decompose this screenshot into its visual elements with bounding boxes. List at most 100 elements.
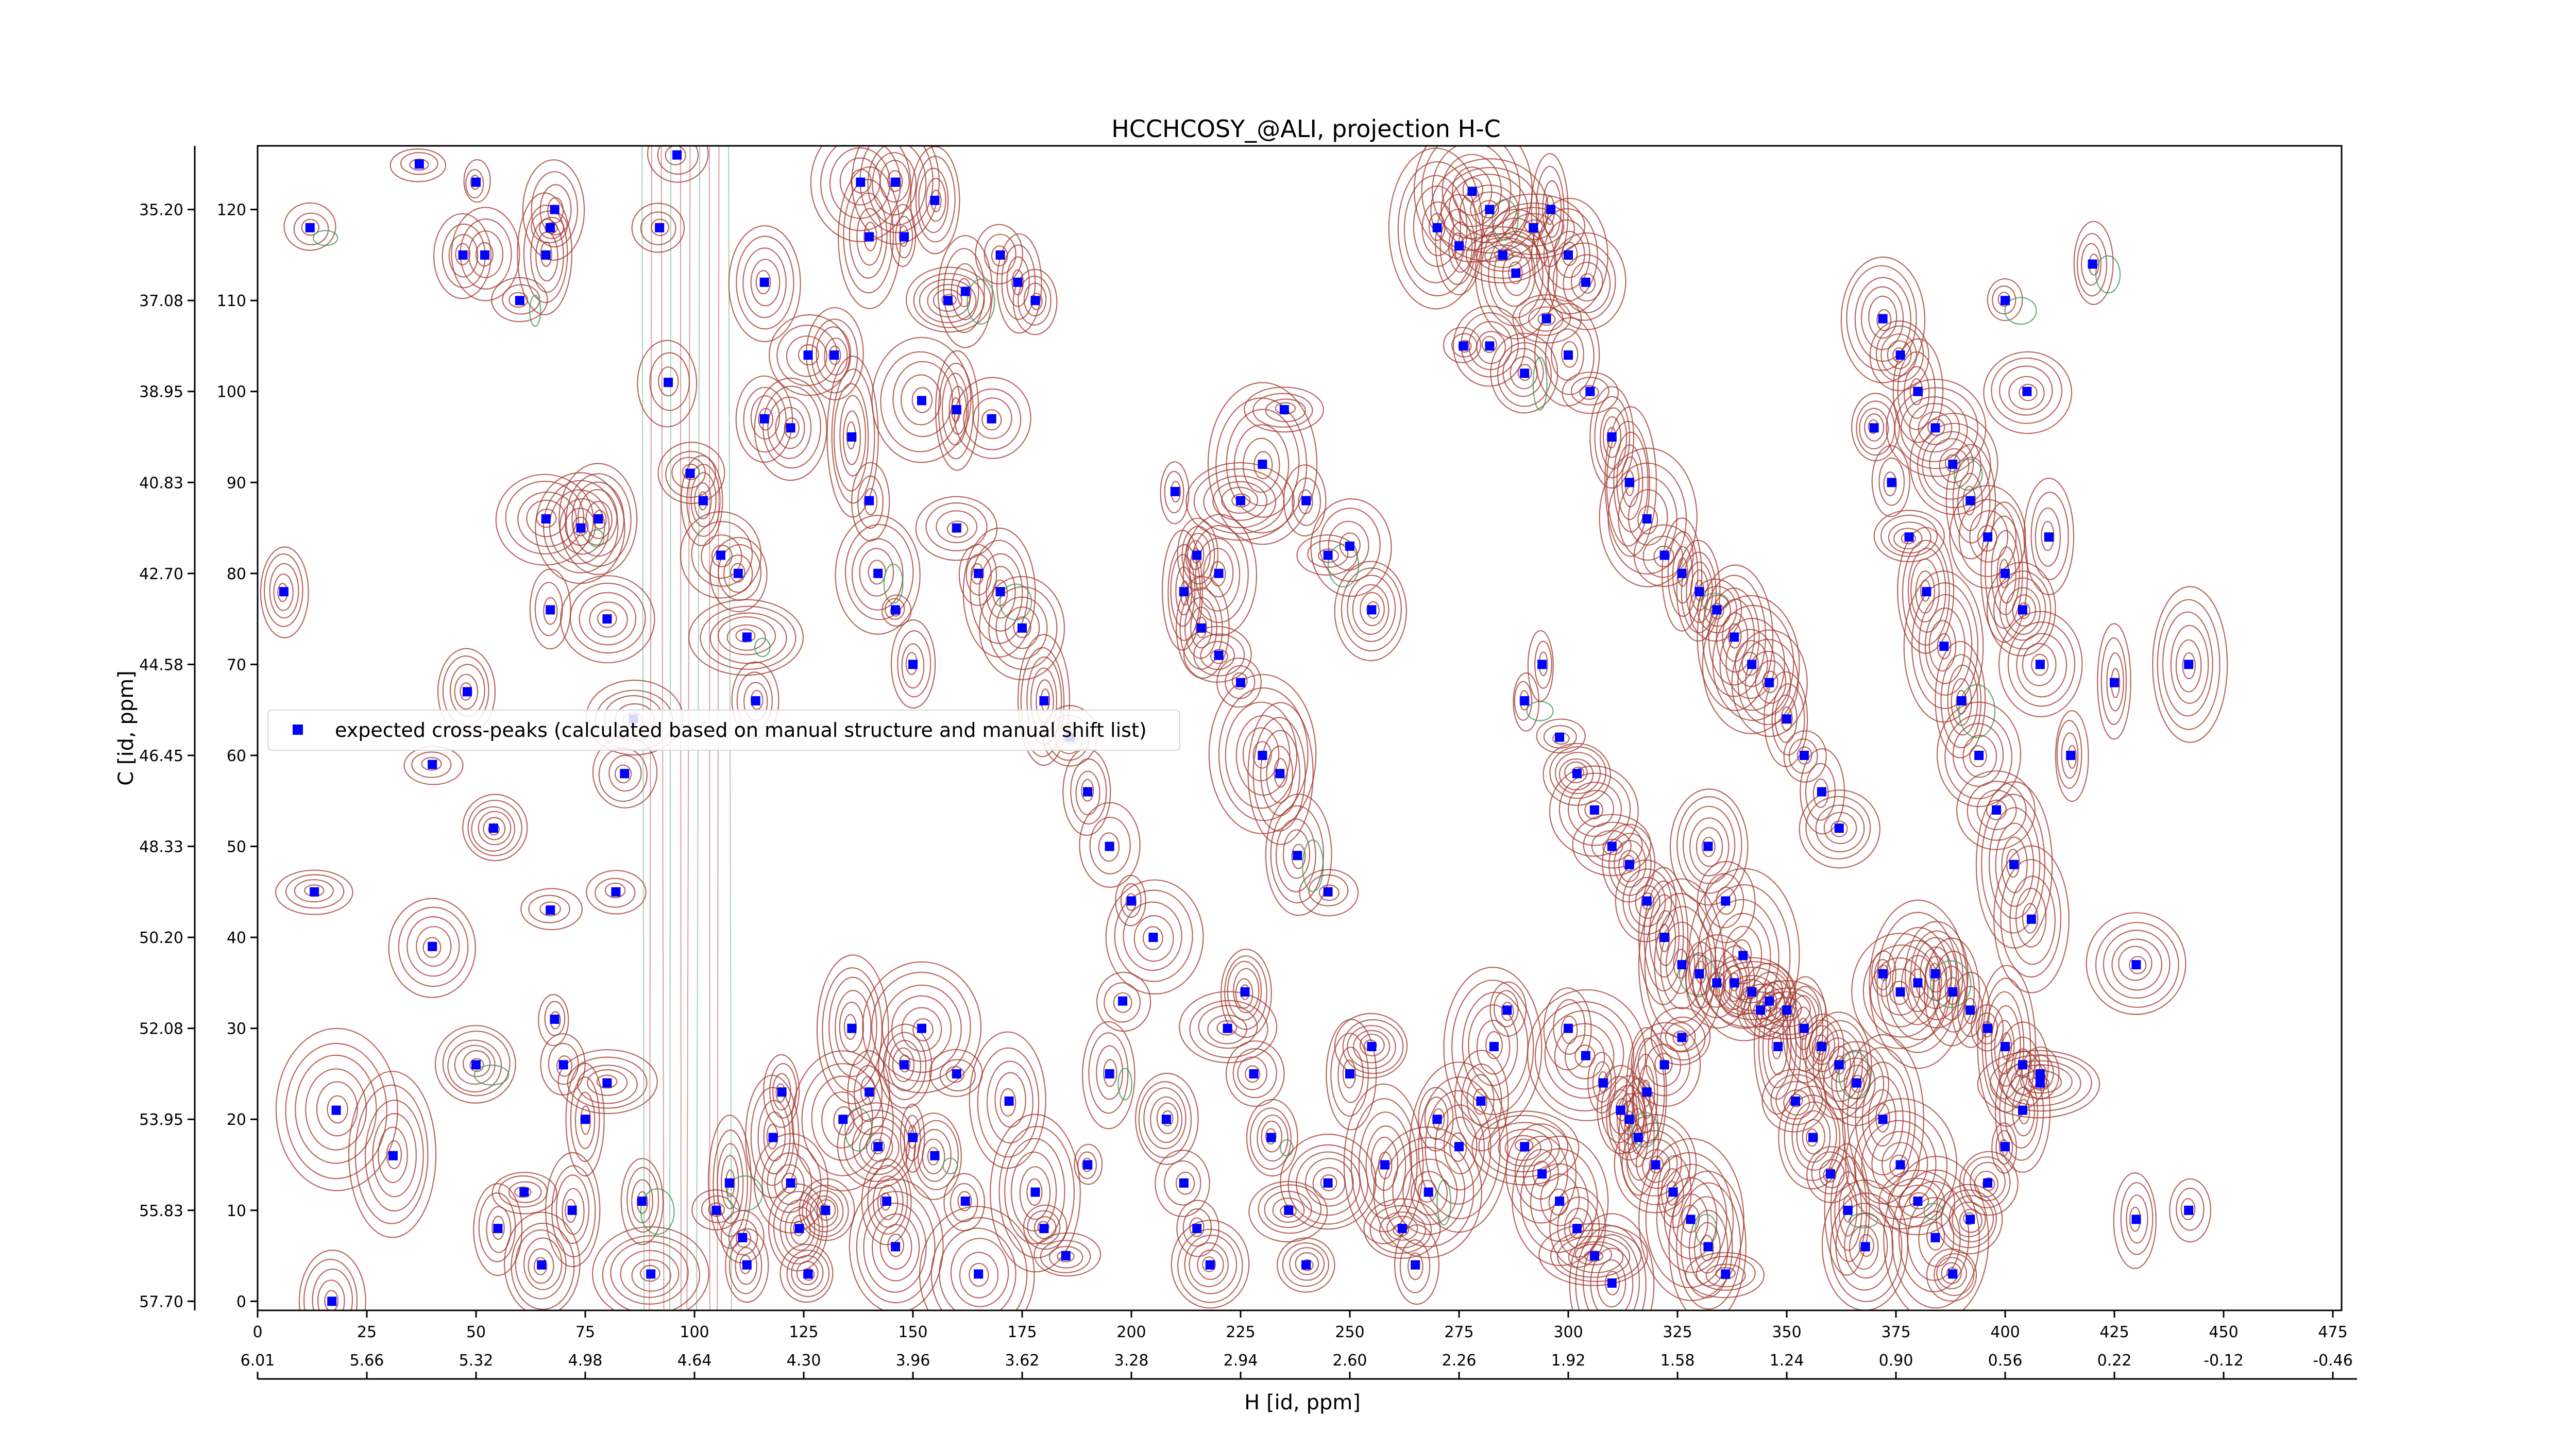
y-index-tick-label: 120 xyxy=(217,201,246,220)
contour-line xyxy=(2182,652,2196,680)
contour-line xyxy=(1468,1004,1518,1086)
x-index-tick-label: 400 xyxy=(1990,1323,2020,1341)
contour-line xyxy=(523,205,568,304)
contour-line xyxy=(1948,1195,1994,1242)
contour-line xyxy=(950,1183,978,1222)
contour-line xyxy=(400,152,438,175)
contour-line xyxy=(1494,990,1519,1027)
contour-line xyxy=(1409,1062,1509,1233)
peak-marker xyxy=(310,887,319,897)
contour-line xyxy=(1638,867,1689,1005)
contour-line xyxy=(998,1126,1075,1259)
contour-line xyxy=(273,574,294,611)
contour-line xyxy=(1697,884,1791,1029)
contour-line xyxy=(1934,1253,1975,1296)
peak-marker xyxy=(1983,1178,1993,1188)
contour-line xyxy=(1835,1203,1894,1291)
contour-line xyxy=(455,243,471,265)
contour-line xyxy=(1280,1133,1377,1230)
contour-line xyxy=(1924,608,1965,684)
contour-line xyxy=(1985,991,2025,1100)
x-ppm-tick-label: 0.22 xyxy=(2097,1352,2132,1370)
x-index-tick-label: 0 xyxy=(252,1323,262,1341)
contour-line xyxy=(592,510,607,530)
contour-line xyxy=(1554,1023,1615,1090)
contour-line xyxy=(1883,471,1897,496)
peak-marker xyxy=(952,405,961,414)
contour-line xyxy=(1628,489,1668,546)
contour-line xyxy=(1744,650,1791,716)
contour-line xyxy=(388,898,476,998)
x-ppm-tick-label: 0.90 xyxy=(1879,1352,1913,1370)
contour-line xyxy=(1096,1045,1124,1100)
contour-line xyxy=(1579,385,1599,400)
contour-line xyxy=(354,1084,429,1224)
contour-line xyxy=(981,409,1002,431)
contour-line xyxy=(468,230,504,278)
contour-line xyxy=(1561,341,1579,368)
contour-line xyxy=(1540,1173,1580,1226)
contour-line xyxy=(1936,701,2022,807)
y-index-tick-label: 10 xyxy=(227,1202,246,1220)
contour-line xyxy=(1778,1086,1846,1190)
peak-marker xyxy=(1572,1224,1582,1234)
contour-line xyxy=(735,1247,758,1285)
y-ppm-tick-label: 38.95 xyxy=(139,383,183,401)
contour-line xyxy=(726,624,766,651)
contour-line xyxy=(880,351,961,452)
contour-line xyxy=(1991,1122,2018,1174)
peak-marker xyxy=(759,414,769,424)
contour-line xyxy=(750,395,780,440)
peak-marker xyxy=(733,568,743,578)
peak-marker xyxy=(1624,478,1634,487)
contour-line xyxy=(1676,540,1721,642)
contour-line xyxy=(1900,396,1968,462)
contour-line xyxy=(263,553,303,627)
peak-marker xyxy=(738,1233,748,1242)
contour-line xyxy=(735,375,793,463)
contour-line xyxy=(295,1054,377,1164)
contour-line xyxy=(1197,1249,1224,1280)
contour-line xyxy=(1986,562,2056,656)
contour-line xyxy=(1485,1031,1503,1059)
contour-line xyxy=(1569,1213,1655,1310)
contour-line xyxy=(1650,1007,1711,1066)
contour-line xyxy=(767,396,812,459)
y-ppm-tick-label: 57.70 xyxy=(139,1293,183,1311)
peak-marker xyxy=(1825,1169,1835,1179)
contour-line xyxy=(1909,378,1923,406)
x-ppm-tick-label: 3.28 xyxy=(1114,1352,1149,1370)
peak-marker xyxy=(1642,896,1652,906)
contour-line xyxy=(901,643,925,689)
peak-marker xyxy=(1585,386,1595,396)
contour-line xyxy=(802,1185,849,1237)
peak-marker xyxy=(1834,823,1844,833)
contour-line xyxy=(1520,1148,1598,1253)
contour-line xyxy=(1226,409,1300,518)
peak-marker xyxy=(2131,1215,2141,1224)
negative-contour-line xyxy=(942,1157,958,1174)
contour-line xyxy=(1854,277,1911,362)
contour-line xyxy=(1768,1021,1788,1075)
peak-marker xyxy=(655,223,665,232)
contour-line xyxy=(1417,1180,1437,1203)
contour-line xyxy=(1481,217,1550,327)
peak-marker xyxy=(1192,1224,1202,1234)
peak-marker xyxy=(1520,1142,1530,1152)
contour-line xyxy=(763,1054,800,1128)
contour-line xyxy=(1983,351,2073,434)
contour-line xyxy=(1265,1128,1277,1145)
peak-marker xyxy=(305,223,315,232)
contour-line xyxy=(1298,489,1313,514)
contour-line xyxy=(851,146,940,245)
contour-line xyxy=(1359,1034,1385,1056)
contour-line xyxy=(1770,1074,1823,1125)
peak-marker xyxy=(1730,978,1739,988)
contour-line xyxy=(708,1202,725,1217)
peak-marker xyxy=(742,632,752,642)
contour-line xyxy=(828,345,841,365)
contour-line xyxy=(986,566,1016,619)
peak-marker xyxy=(1432,1115,1442,1124)
contour-line xyxy=(887,1234,904,1257)
contour-line xyxy=(1875,1103,1890,1133)
